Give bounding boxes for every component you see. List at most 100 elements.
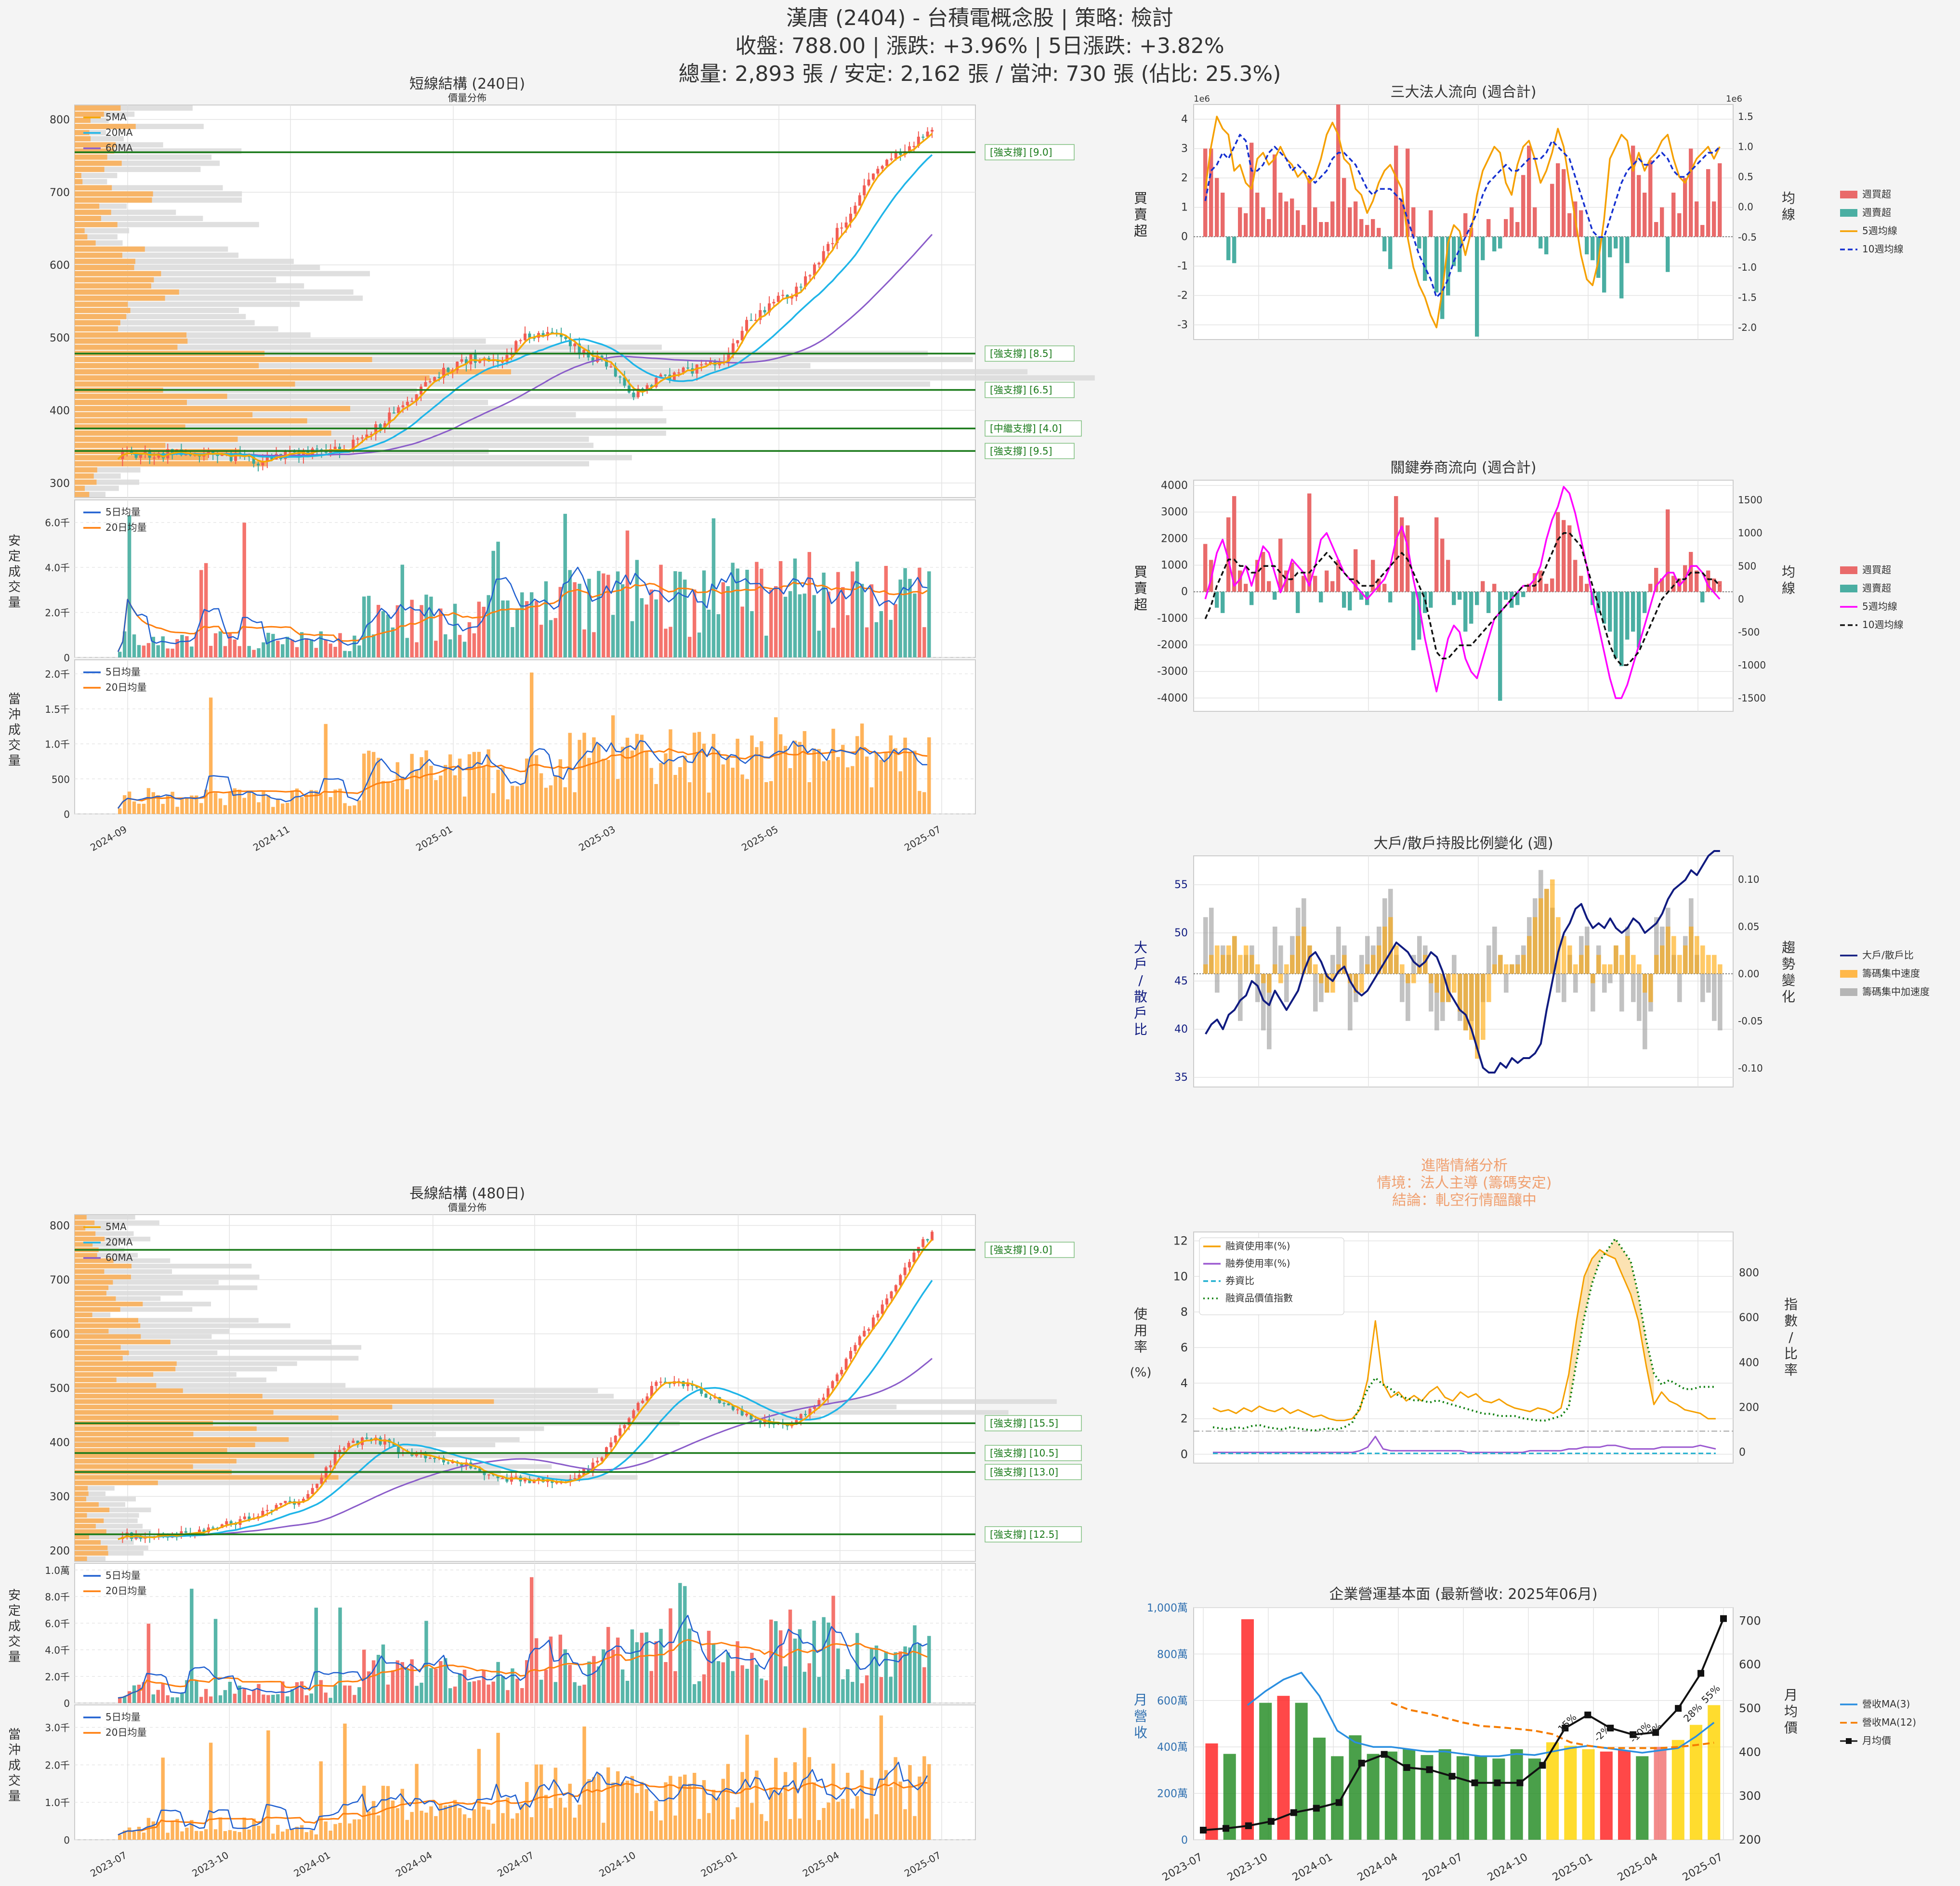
flow-bar: [1411, 207, 1416, 237]
volume-bar: [683, 1774, 687, 1840]
volume-bar: [400, 1662, 404, 1703]
legend-label: 20日均量: [105, 1727, 146, 1738]
volume-bar: [549, 1637, 553, 1703]
volume-bar: [195, 632, 198, 657]
speed-bar: [1614, 945, 1618, 974]
volume-bar: [420, 1682, 423, 1703]
volume-profile-bar: [75, 308, 131, 314]
revenue-bar: [1492, 1758, 1505, 1840]
volume-bar: [918, 567, 921, 657]
legend-label: 週買超: [1862, 564, 1891, 576]
candle-body: [356, 438, 359, 440]
y-tick-label: 1.0千: [45, 1797, 70, 1808]
volume-profile-bar: [75, 1269, 105, 1274]
legend-swatch: [1840, 585, 1857, 592]
candle-body: [931, 1231, 934, 1241]
volume-profile-bar: [75, 1329, 229, 1334]
flow-bar: [1273, 591, 1277, 600]
accel-bar: [1637, 973, 1642, 1021]
volume-profile-bar: [75, 264, 134, 270]
legend-label: 籌碼集中速度: [1862, 968, 1920, 979]
volume-bar: [477, 602, 481, 657]
accel-bar: [1677, 973, 1682, 1002]
support-label-box: [985, 1464, 1082, 1480]
volume-profile-bar: [75, 259, 294, 264]
candle-body: [835, 1374, 839, 1381]
avg-price-marker: [1607, 1725, 1614, 1732]
y-tick-label: 2.0千: [45, 668, 70, 680]
vertical-label-char: 定: [8, 1604, 21, 1618]
revenue-bar: [1510, 1749, 1523, 1840]
volume-bar: [146, 788, 151, 814]
volume-bar: [669, 729, 672, 814]
candle-body: [365, 434, 368, 438]
volume-bar: [635, 733, 639, 814]
volume-bar: [822, 1807, 826, 1840]
volume-bar: [922, 1667, 926, 1703]
volume-bar: [180, 635, 184, 657]
volume-bar: [127, 791, 132, 814]
flow-bar: [1591, 236, 1595, 261]
volume-bar: [865, 1819, 869, 1840]
candle-body: [908, 146, 911, 151]
volume-bar: [324, 724, 328, 814]
legend-label: 60MA: [105, 142, 133, 154]
volume-profile-bar: [75, 216, 101, 222]
legend: 營收MA(3)營收MA(12)月均價: [1840, 1698, 1916, 1746]
speed-bar: [1660, 945, 1665, 974]
accel-bar: [1492, 926, 1497, 974]
candle-body: [623, 377, 626, 386]
candle-body: [207, 450, 210, 454]
volume-bar: [218, 1695, 223, 1703]
volume-profile-bar: [75, 1540, 101, 1545]
speed-bar: [1481, 973, 1486, 1040]
candle-body: [817, 1400, 821, 1406]
legend-label: 5週均線: [1862, 225, 1897, 236]
volume-ma5-line: [117, 566, 928, 652]
volume-bar: [764, 782, 768, 814]
candle-body: [745, 320, 749, 331]
support-label-box: [985, 345, 1075, 362]
candle-body: [297, 1502, 301, 1505]
volume-bar: [161, 804, 165, 814]
flow-bar: [1232, 236, 1237, 263]
x-tick-label: 2023-10: [190, 1849, 230, 1880]
volume-bar: [429, 596, 433, 657]
volume-bar: [544, 581, 548, 657]
volume-bar: [783, 597, 788, 657]
volume-profile-bar: [75, 1507, 151, 1512]
volume-bar: [745, 779, 749, 814]
volume-profile-bar: [75, 210, 111, 215]
candle-body: [392, 1442, 395, 1447]
support-label: [強支撐] [8.5]: [990, 348, 1052, 359]
candle-body: [804, 276, 807, 287]
volume-bar: [874, 1814, 879, 1840]
accel-bar: [1215, 973, 1220, 993]
volume-bar: [127, 515, 132, 657]
volume-profile-bar: [75, 473, 121, 479]
candle-body: [464, 359, 468, 365]
volume-bar: [190, 1588, 194, 1703]
volume-bar: [817, 1820, 821, 1840]
volume-bar: [764, 635, 768, 657]
volume-bar: [357, 800, 361, 814]
volume-bar: [812, 748, 816, 814]
flow-bar: [1244, 584, 1248, 592]
volume-bar: [817, 749, 821, 814]
volume-bar: [391, 1800, 395, 1840]
flow-bar: [1695, 570, 1699, 592]
candle-body: [790, 297, 793, 299]
y-tick-label: 0: [64, 652, 70, 664]
volume-bar: [774, 1621, 778, 1703]
accel-bar: [1336, 926, 1341, 974]
volume-bar: [348, 1823, 352, 1840]
revenue-bar: [1689, 1725, 1703, 1840]
candle-body: [700, 1388, 703, 1394]
flow-bar: [1521, 175, 1526, 237]
volume-bar: [846, 1669, 850, 1703]
volume-bar: [271, 1694, 275, 1703]
volume-bar: [630, 1629, 634, 1703]
volume-profile-bar: [75, 1437, 520, 1442]
y-tick-label: 700: [50, 1274, 70, 1286]
